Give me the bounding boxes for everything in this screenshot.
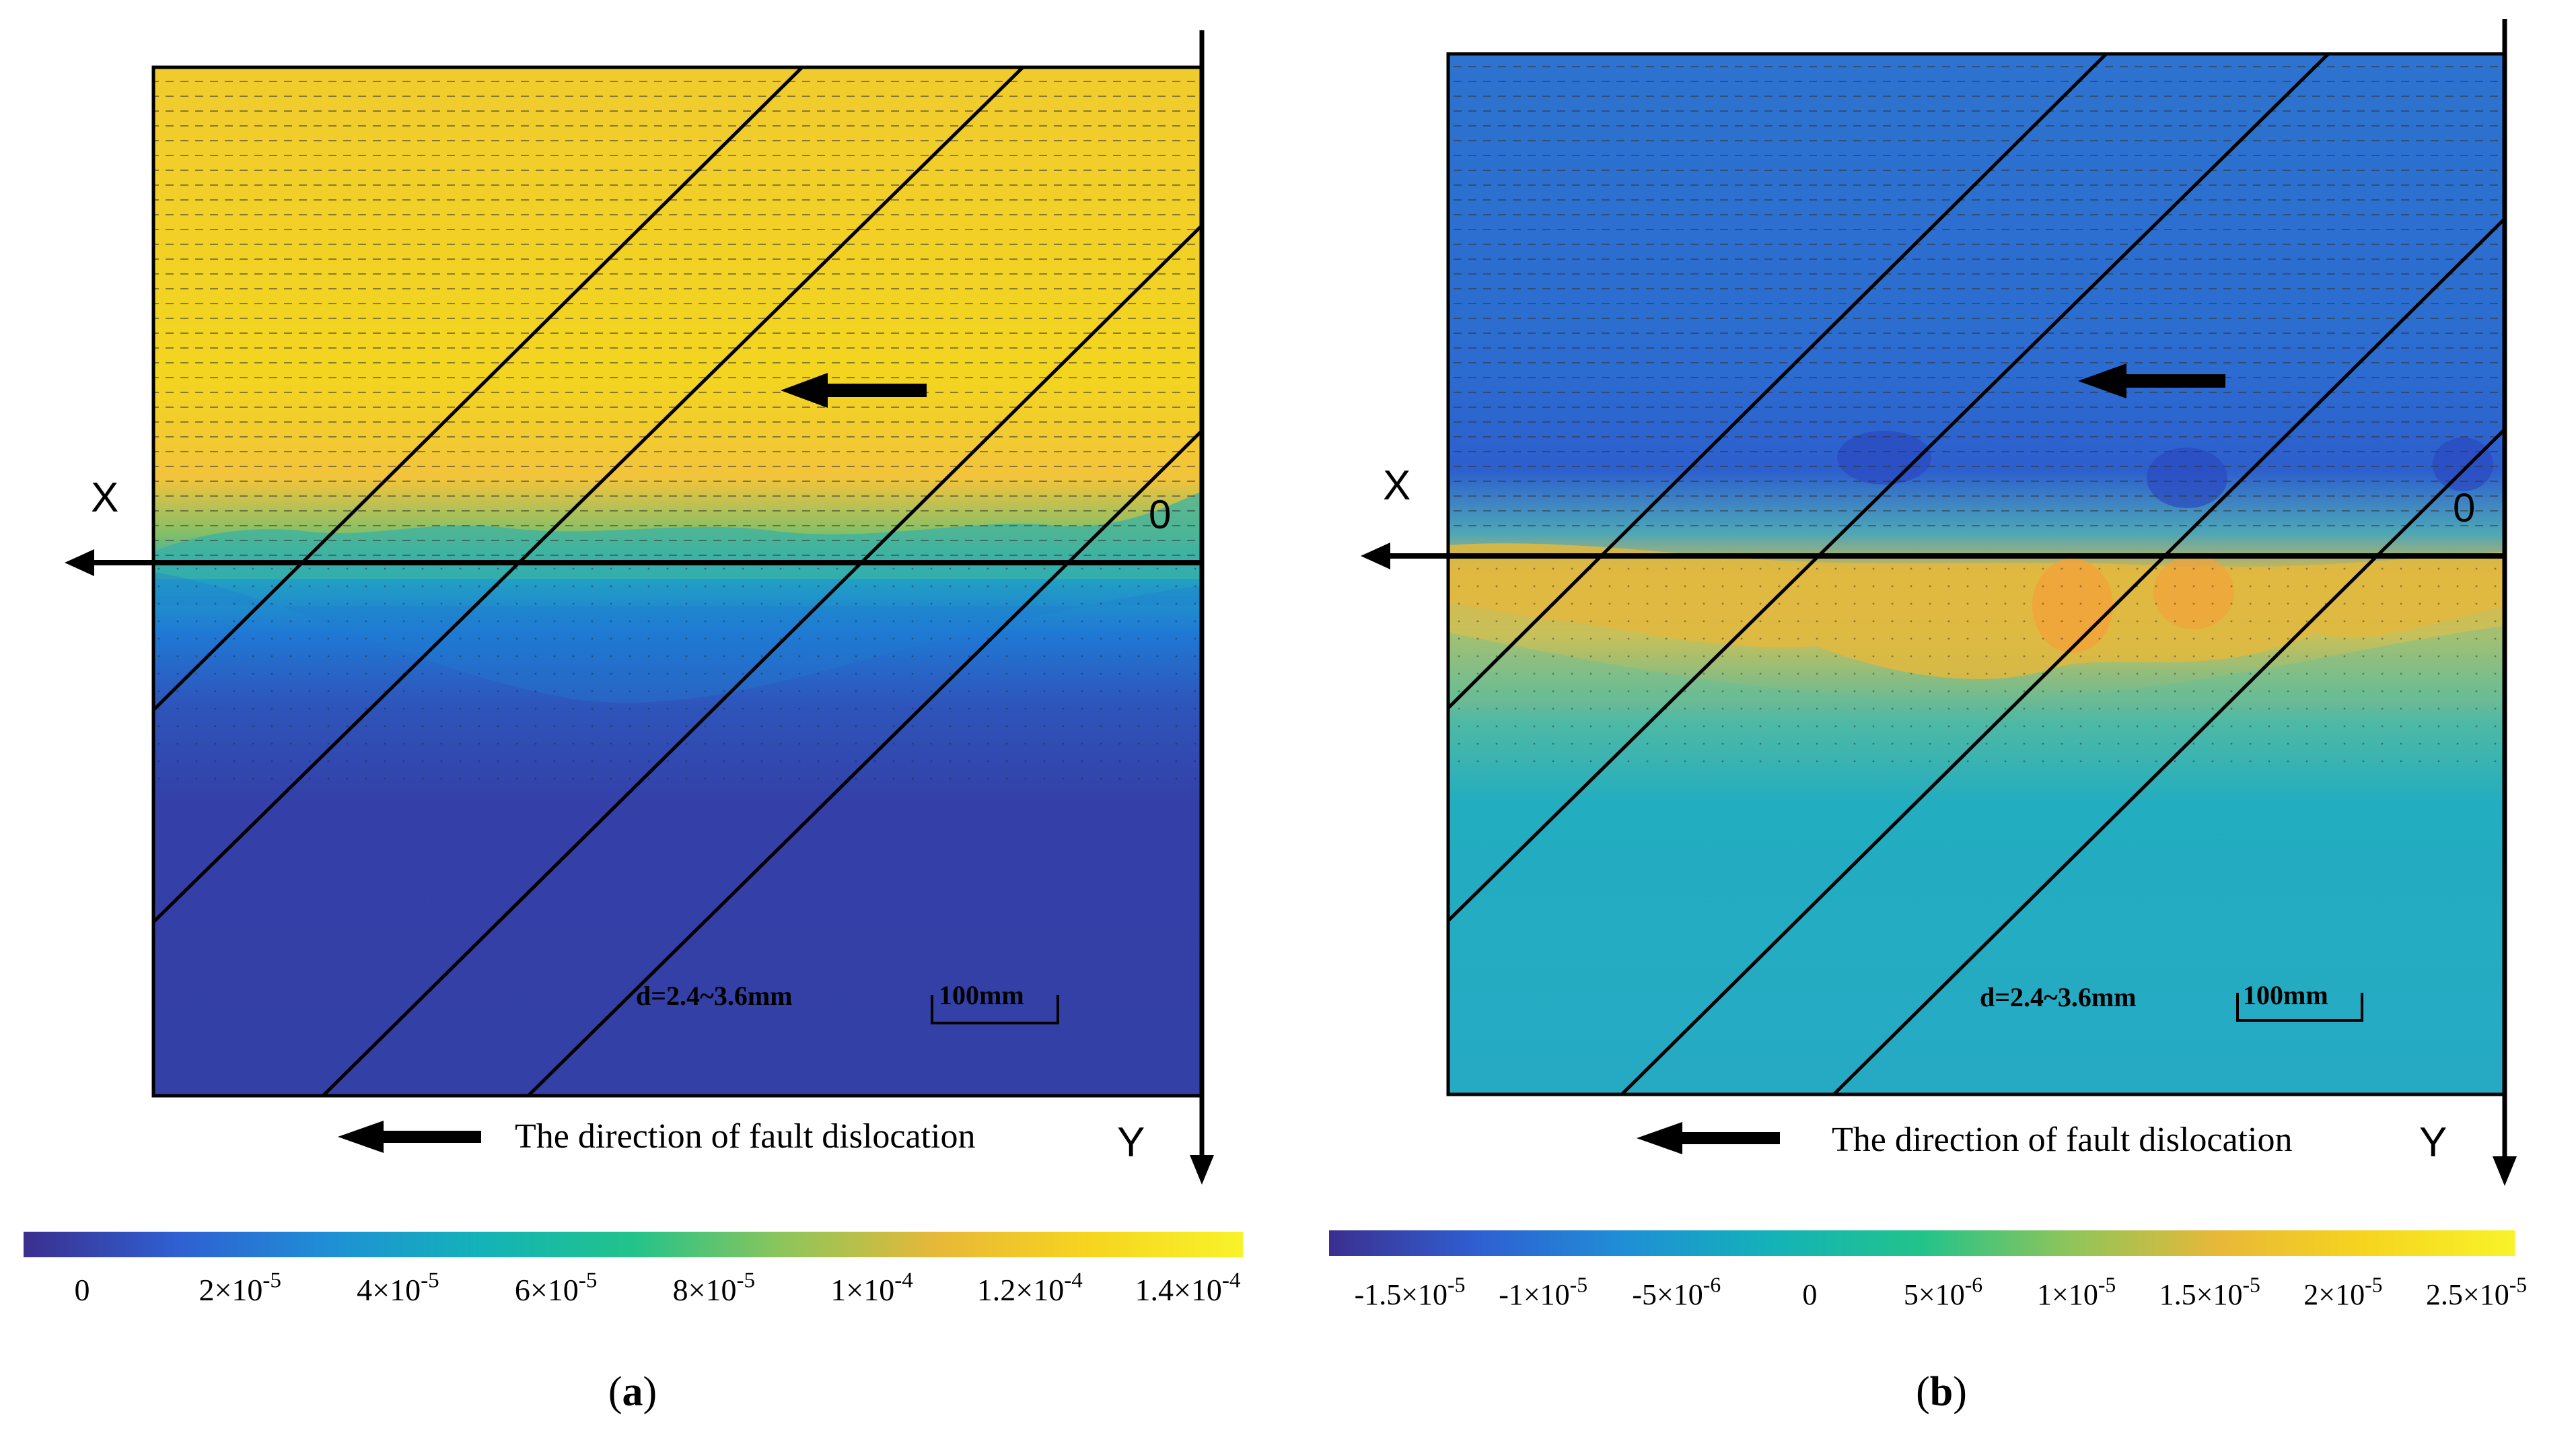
panel-a-scale-label: 100mm bbox=[939, 980, 1024, 1010]
colorbar-tick-label: 4×10-5 bbox=[357, 1268, 439, 1307]
panel-a-y-axis bbox=[1190, 30, 1214, 1185]
colorbar-tick-label: 1×10-4 bbox=[830, 1268, 913, 1307]
panel-a-colorbar bbox=[24, 1232, 1243, 1257]
colorbar-tick-label: 1.2×10-4 bbox=[977, 1268, 1083, 1307]
panel-b-displacement-range: d=2.4~3.6mm bbox=[1980, 982, 2136, 1012]
panel-b-field bbox=[1448, 54, 2505, 1094]
panel-a: X Y 0 d=2.4~3.6mm 100mm The direction of… bbox=[24, 30, 1243, 1415]
colorbar-tick-label: 1.5×10-5 bbox=[2159, 1273, 2260, 1311]
colorbar-tick-label: 1×10-5 bbox=[2037, 1273, 2116, 1311]
colorbar-tick-label: 2×10-5 bbox=[2303, 1273, 2382, 1311]
panel-a-scale-bar: 100mm bbox=[931, 980, 1059, 1024]
colorbar-tick-label: 2.5×10-5 bbox=[2426, 1273, 2527, 1311]
colorbar-tick-label: 2×10-5 bbox=[199, 1268, 281, 1307]
panel-a-x-axis bbox=[65, 549, 1203, 576]
panel-a-origin-label: 0 bbox=[1149, 492, 1171, 537]
panel-b-fault-direction-arrow bbox=[1637, 1122, 1780, 1154]
panel-b-fault-caption: The direction of fault dislocation bbox=[1832, 1121, 2292, 1159]
panel-a-fault-direction-arrow bbox=[338, 1121, 481, 1153]
colorbar-tick-label: 0 bbox=[1802, 1278, 1817, 1311]
panel-a-field bbox=[153, 67, 1202, 1096]
colorbar-tick-label: 8×10-5 bbox=[673, 1268, 756, 1307]
panel-b: X Y 0 d=2.4~3.6mm 100mm The direction of… bbox=[1329, 19, 2527, 1415]
panel-b-origin-label: 0 bbox=[2453, 485, 2475, 530]
colorbar-tick-label: -5×10-6 bbox=[1632, 1273, 1721, 1311]
panel-b-scale-label: 100mm bbox=[2243, 980, 2328, 1010]
panel-a-displacement-range: d=2.4~3.6mm bbox=[636, 981, 792, 1011]
colorbar-tick-label: -1.5×10-5 bbox=[1355, 1273, 1466, 1311]
panel-b-y-label: Y bbox=[2419, 1119, 2447, 1166]
colorbar-tick-label: 0 bbox=[75, 1273, 90, 1307]
colorbar-tick-label: 1.4×10-4 bbox=[1135, 1268, 1240, 1307]
panel-b-scale-bar: 100mm bbox=[2236, 980, 2363, 1022]
panel-b-dislocation-arrow bbox=[2078, 363, 2225, 398]
panel-a-label: (a) bbox=[608, 1369, 657, 1415]
panel-a-y-label: Y bbox=[1117, 1119, 1145, 1166]
panel-b-label: (b) bbox=[1916, 1369, 1967, 1415]
colorbar-tick-label: -1×10-5 bbox=[1499, 1273, 1587, 1311]
colorbar-tick-label: 5×10-6 bbox=[1904, 1273, 1982, 1311]
panel-a-x-label: X bbox=[91, 475, 118, 521]
panel-a-colorbar-ticks: 0 2×10-5 4×10-5 6×10-5 8×10-5 1×10-4 1.2×10-4 1… bbox=[75, 1268, 1241, 1307]
panel-a-dislocation-arrow bbox=[781, 373, 927, 408]
panel-b-x-axis bbox=[1361, 542, 2506, 569]
panel-b-colorbar-ticks: -1.5×10-5 -1×10-5 -5×10-6 0 5×10-6 1×10-5 1.5×… bbox=[1355, 1273, 2528, 1311]
colorbar-tick-label: 6×10-5 bbox=[515, 1268, 598, 1307]
panel-b-colorbar bbox=[1329, 1230, 2515, 1256]
panel-b-y-axis bbox=[2493, 19, 2517, 1186]
panel-a-fault-caption: The direction of fault dislocation bbox=[515, 1117, 975, 1156]
panel-b-x-label: X bbox=[1383, 462, 1410, 509]
